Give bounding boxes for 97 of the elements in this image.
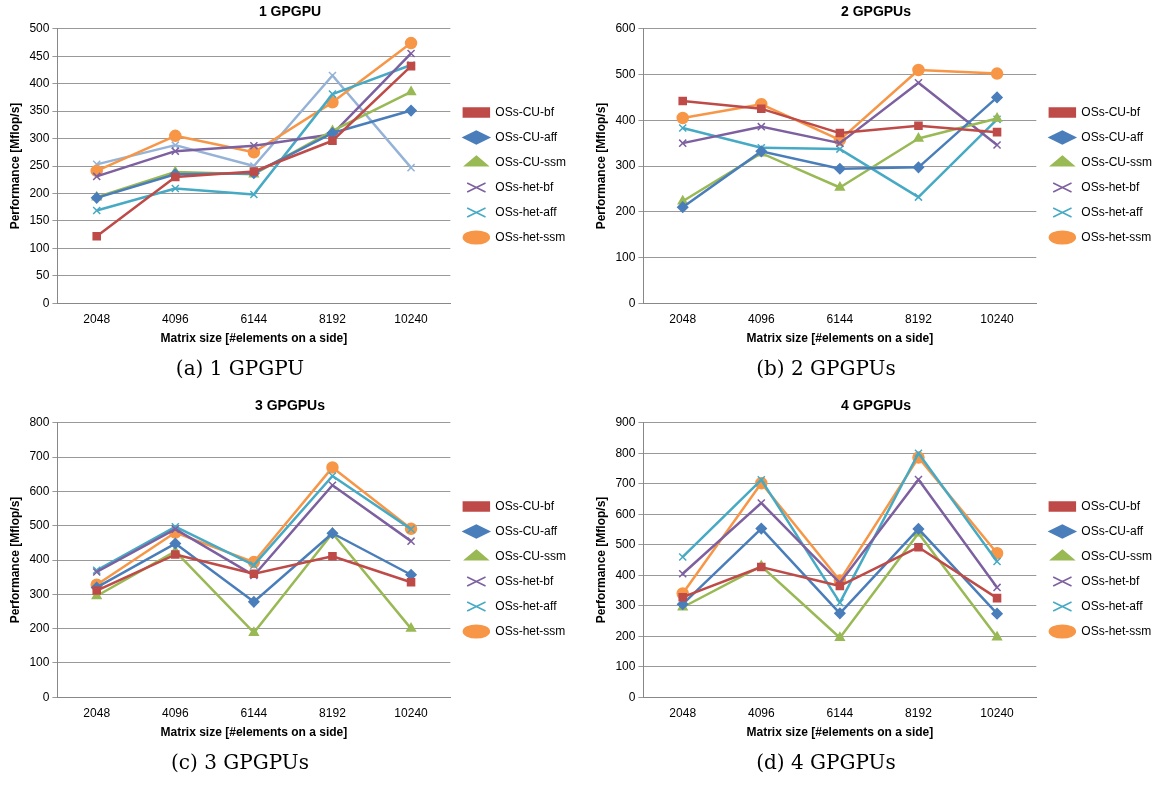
y-tick-label: 300 [29, 586, 50, 601]
legend-label: OSs-het-ssm [495, 623, 566, 638]
y-tick-label: 350 [29, 103, 50, 118]
legend-label: OSs-CU-aff [1081, 129, 1144, 144]
y-tick-label: 150 [29, 213, 50, 228]
text: (b) 2 GPGPUs [755, 356, 897, 380]
y-axis-title: Performance [Mflop/s] [7, 496, 22, 624]
y-tick-label: 200 [29, 185, 50, 200]
y-tick-label: 400 [29, 75, 50, 90]
y-tick-label: 600 [615, 21, 636, 36]
y-tick-label: 800 [615, 445, 636, 460]
x-tick-label: 6144 [826, 311, 854, 326]
x-tick-label: 2048 [669, 705, 697, 720]
x-tick-label: 8192 [905, 311, 933, 326]
legend-label: OSs-het-ssm [1081, 623, 1152, 638]
legend-label: OSs-CU-bf [495, 104, 555, 119]
legend-label: OSs-CU-aff [495, 523, 558, 538]
x-axis-title: Matrix size [#elements on a side] [160, 331, 348, 346]
text: (c) 3 GPGPUs [170, 750, 310, 774]
y-tick-label: 0 [628, 295, 636, 310]
legend-label: OSs-het-bf [495, 573, 555, 588]
x-tick-label: 2048 [669, 311, 697, 326]
text: (a) 1 GPGPU [174, 356, 306, 380]
legend-label: OSs-CU-ssm [1081, 154, 1153, 169]
x-tick-label: 10240 [394, 705, 429, 720]
y-tick-label: 100 [29, 655, 50, 670]
legend-label: OSs-het-bf [1081, 573, 1141, 588]
chart-title: 2 GPGPUs [840, 3, 912, 20]
y-tick-label: 300 [29, 130, 50, 145]
y-tick-label: 400 [615, 567, 636, 582]
y-tick-label: 500 [29, 21, 50, 36]
y-tick-label: 400 [615, 112, 636, 127]
y-axis-title: Performance [Mflop/s] [7, 102, 22, 230]
x-tick-label: 10240 [980, 705, 1015, 720]
y-tick-label: 0 [628, 689, 636, 704]
y-tick-label: 100 [29, 240, 50, 255]
legend-label: OSs-CU-ssm [495, 548, 567, 563]
x-tick-label: 6144 [240, 705, 268, 720]
y-tick-label: 0 [42, 295, 50, 310]
x-axis-title: Matrix size [#elements on a side] [746, 331, 934, 346]
x-tick-label: 8192 [905, 705, 933, 720]
y-axis-title: Performance [Mflop/s] [593, 102, 608, 230]
y-tick-label: 500 [615, 537, 636, 552]
x-tick-label: 8192 [319, 705, 347, 720]
y-tick-label: 500 [29, 518, 50, 533]
chart-title: 4 GPGPUs [840, 397, 912, 414]
legend-label: OSs-CU-ssm [1081, 548, 1153, 563]
y-tick-label: 200 [29, 620, 50, 635]
text: (d) 4 GPGPUs [755, 750, 897, 774]
chart-title: 3 GPGPUs [254, 397, 326, 414]
x-axis-title: Matrix size [#elements on a side] [160, 725, 348, 740]
x-tick-label: 2048 [83, 705, 111, 720]
y-tick-label: 300 [615, 598, 636, 613]
legend-label: OSs-het-bf [495, 179, 555, 194]
legend-label: OSs-CU-bf [1081, 498, 1141, 513]
legend-label: OSs-het-ssm [1081, 229, 1152, 244]
x-tick-label: 4096 [747, 705, 775, 720]
y-tick-label: 600 [615, 506, 636, 521]
legend-label: OSs-het-aff [495, 204, 558, 219]
y-tick-label: 200 [615, 628, 636, 643]
y-tick-label: 450 [29, 48, 50, 63]
x-tick-label: 2048 [83, 311, 111, 326]
y-tick-label: 700 [615, 476, 636, 491]
y-tick-label: 600 [29, 483, 50, 498]
x-tick-label: 4096 [161, 705, 189, 720]
legend-label: OSs-het-ssm [495, 229, 566, 244]
legend-label: OSs-het-aff [495, 598, 558, 613]
y-tick-label: 900 [615, 415, 636, 430]
x-axis-title: Matrix size [#elements on a side] [746, 725, 934, 740]
legend-label: OSs-CU-bf [495, 498, 555, 513]
y-tick-label: 200 [615, 204, 636, 219]
y-tick-label: 0 [42, 689, 50, 704]
legend-label: OSs-het-aff [1081, 204, 1144, 219]
x-tick-label: 10240 [394, 311, 429, 326]
x-tick-label: 6144 [240, 311, 268, 326]
x-tick-label: 4096 [747, 311, 775, 326]
y-tick-label: 100 [615, 249, 636, 264]
legend-label: OSs-CU-ssm [495, 154, 567, 169]
y-tick-label: 400 [29, 552, 50, 567]
legend-label: OSs-CU-aff [495, 129, 558, 144]
y-axis-title: Performance [Mflop/s] [593, 496, 608, 624]
x-tick-label: 4096 [161, 311, 189, 326]
y-tick-label: 300 [615, 158, 636, 173]
y-tick-label: 800 [29, 415, 50, 430]
legend-label: OSs-het-bf [1081, 179, 1141, 194]
legend-label: OSs-het-aff [1081, 598, 1144, 613]
legend-label: OSs-CU-bf [1081, 104, 1141, 119]
y-tick-label: 500 [615, 66, 636, 81]
y-tick-label: 50 [36, 268, 50, 283]
y-tick-label: 250 [29, 158, 50, 173]
chart-title: 1 GPGPU [258, 3, 322, 20]
x-tick-label: 8192 [319, 311, 347, 326]
y-tick-label: 700 [29, 449, 50, 464]
x-tick-label: 10240 [980, 311, 1015, 326]
y-tick-label: 100 [615, 659, 636, 674]
legend-label: OSs-CU-aff [1081, 523, 1144, 538]
x-tick-label: 6144 [826, 705, 854, 720]
